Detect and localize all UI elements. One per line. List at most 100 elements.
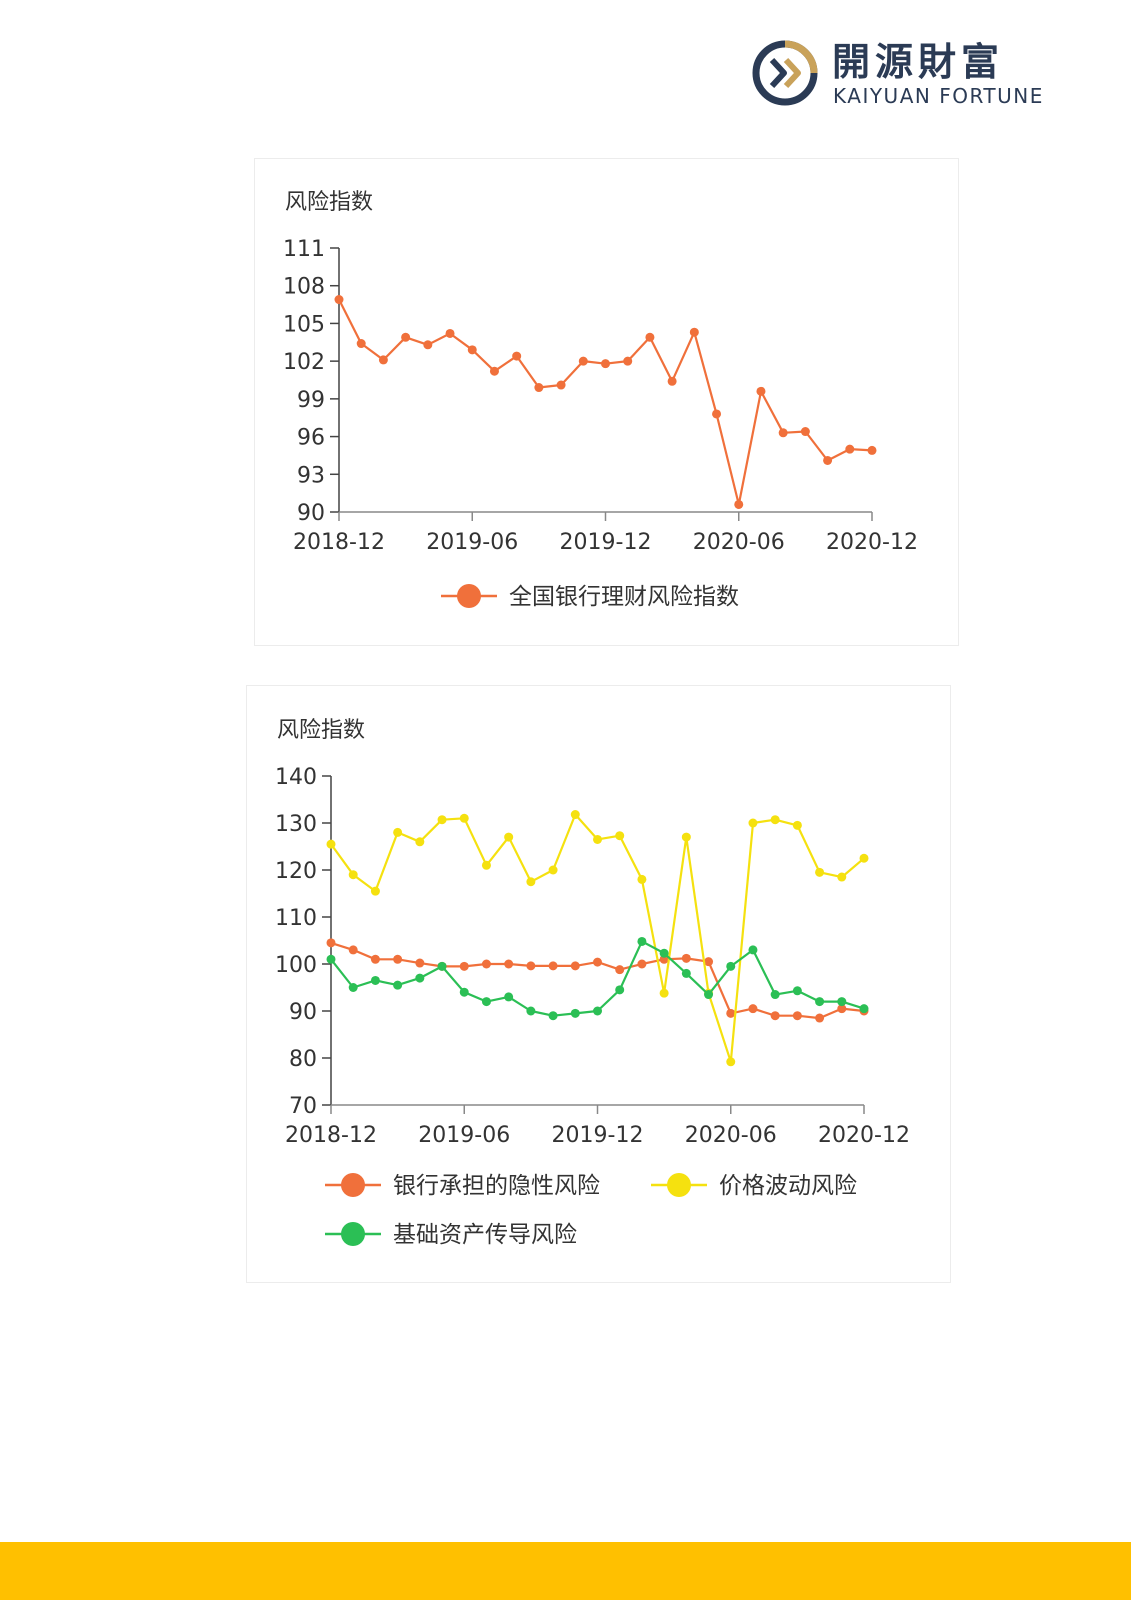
legend-marker	[341, 1222, 365, 1246]
data-point	[437, 815, 447, 825]
data-point	[526, 877, 536, 887]
data-point	[570, 961, 580, 971]
legend-label: 基础资产传导风险	[393, 1222, 577, 1248]
data-point	[726, 961, 736, 971]
series-2	[326, 936, 869, 1021]
x-tick-label: 2020-06	[693, 530, 785, 555]
chart-panel-risk-components: 风险指数 70 80 90 100 110 120 130 140 2018-12 2019-06 2…	[246, 685, 951, 1283]
y-axis-title: 风险指数	[285, 190, 373, 215]
data-point	[370, 975, 380, 985]
data-point	[815, 997, 825, 1007]
data-point	[593, 834, 602, 844]
x-tick-label: 2020-06	[685, 1123, 777, 1148]
data-point	[334, 295, 344, 305]
series-1	[326, 810, 869, 1067]
data-point	[481, 959, 491, 969]
data-point	[534, 383, 544, 393]
y-tick-label: 96	[297, 426, 325, 451]
legend-label: 银行承担的隐性风险	[393, 1173, 600, 1199]
data-point	[837, 872, 847, 882]
y-tick-label: 130	[275, 812, 317, 837]
data-point	[570, 810, 580, 820]
data-point	[756, 386, 766, 396]
kaiyuan-logo-icon	[752, 40, 818, 106]
series-line	[330, 813, 865, 1063]
data-point	[659, 988, 669, 998]
data-point	[415, 973, 425, 983]
data-point	[615, 985, 625, 995]
data-point	[326, 954, 336, 964]
legend-label: 价格波动风险	[719, 1173, 857, 1199]
brand-logo: 開源財富 KAIYUAN FORTUNE	[752, 40, 1052, 110]
data-point	[859, 1004, 869, 1014]
data-point	[770, 1011, 780, 1021]
data-point	[578, 356, 588, 366]
x-tick-label: 2019-12	[560, 530, 652, 555]
data-point	[681, 832, 691, 842]
data-point	[637, 874, 647, 884]
x-tick-label: 2018-12	[293, 530, 385, 555]
data-point	[459, 987, 469, 997]
data-point	[356, 339, 366, 349]
data-point	[800, 427, 810, 437]
series-line	[330, 940, 865, 1017]
data-point	[348, 983, 358, 992]
data-point	[370, 886, 380, 896]
y-tick-label: 140	[275, 765, 317, 790]
x-tick-label: 2019-06	[426, 530, 518, 555]
data-point	[393, 980, 403, 990]
y-tick-label: 108	[283, 275, 325, 300]
data-point	[481, 997, 491, 1007]
data-point	[792, 986, 802, 996]
series-0	[334, 295, 877, 509]
y-tick-label: 99	[297, 388, 325, 413]
data-point	[526, 961, 536, 971]
data-point	[681, 953, 691, 963]
data-point	[748, 945, 758, 955]
data-point	[526, 1006, 536, 1016]
data-point	[481, 860, 491, 870]
brand-name-en: KAIYUAN FORTUNE	[833, 84, 1044, 108]
data-point	[348, 945, 358, 955]
legend-item: 全国银行理财风险指数	[441, 584, 739, 610]
y-tick-label: 93	[297, 463, 325, 488]
data-point	[859, 853, 869, 863]
data-point	[393, 954, 403, 964]
data-point	[726, 1008, 736, 1018]
data-point	[370, 954, 380, 964]
data-point	[378, 355, 388, 365]
data-point	[489, 366, 499, 376]
data-point	[556, 380, 566, 390]
data-point	[867, 445, 877, 455]
risk-components-line-chart: 风险指数 70 80 90 100 110 120 130 140 2018-12 2019-06 2…	[275, 718, 910, 1248]
data-point	[770, 815, 780, 825]
data-point	[667, 376, 677, 386]
x-tick-label: 2018-12	[285, 1123, 377, 1148]
data-point	[504, 959, 514, 969]
data-point	[548, 1011, 558, 1021]
data-point	[601, 359, 610, 369]
data-point	[704, 957, 714, 967]
data-point	[401, 332, 411, 342]
data-point	[815, 1013, 825, 1023]
data-point	[512, 351, 522, 361]
footer-accent-bar	[0, 1542, 1131, 1600]
data-point	[393, 827, 403, 837]
chart-panel-overall-risk: 风险指数 90 93 96 99 102 105 108 111 2018-12 2019-06 20…	[254, 158, 959, 646]
data-point	[445, 328, 455, 338]
data-point	[623, 356, 633, 366]
x-tick-label: 2020-12	[818, 1123, 910, 1148]
y-tick-label: 90	[297, 501, 325, 526]
data-point	[659, 948, 669, 958]
data-point	[712, 409, 722, 419]
data-point	[792, 820, 802, 830]
data-point	[689, 327, 699, 337]
x-tick-label: 2020-12	[826, 530, 918, 555]
legend-label: 全国银行理财风险指数	[509, 584, 739, 610]
legend-item: 银行承担的隐性风险	[325, 1173, 600, 1199]
x-tick-label: 2019-12	[552, 1123, 644, 1148]
data-point	[504, 992, 514, 1002]
data-point	[423, 340, 433, 350]
data-point	[637, 936, 647, 946]
data-point	[326, 839, 336, 849]
